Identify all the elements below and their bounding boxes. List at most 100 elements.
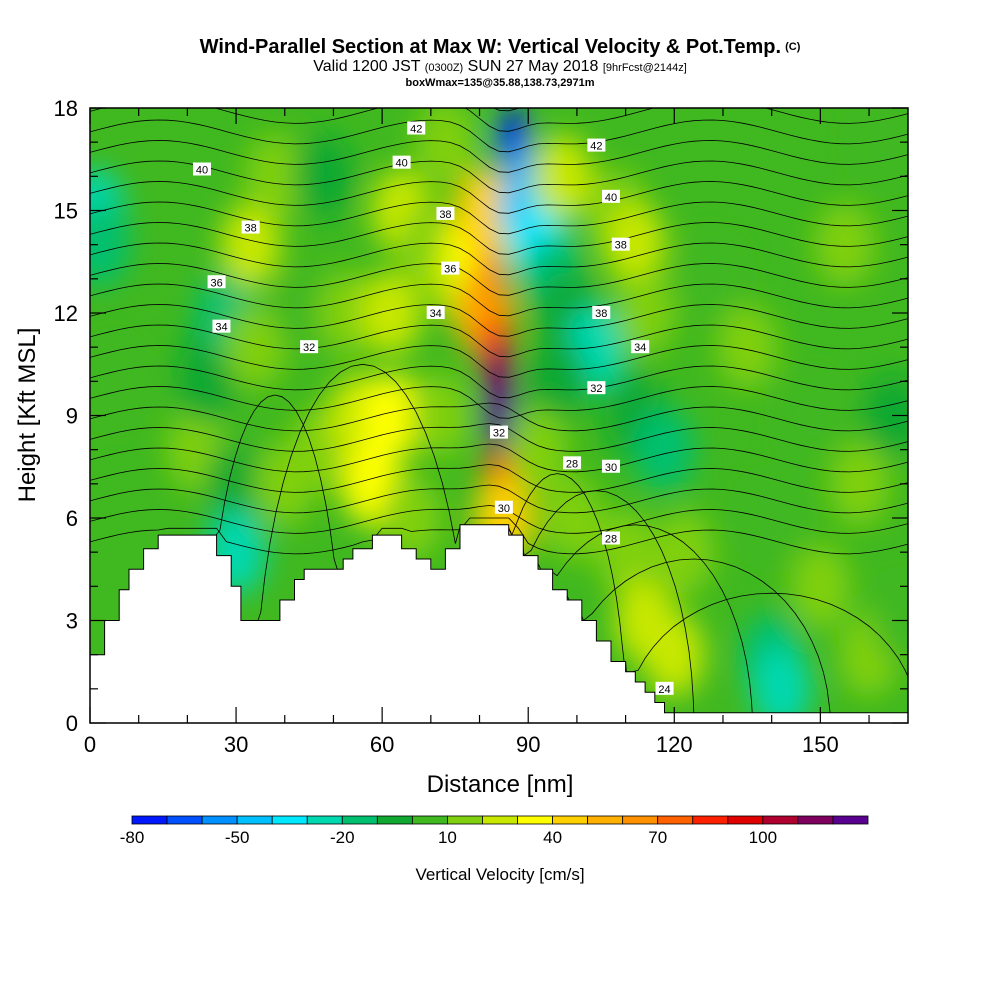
theta-contour-line (90, 517, 908, 555)
colorbar-swatch (832, 815, 869, 825)
theta-contour-line (90, 443, 908, 473)
theta-contour-line (90, 119, 908, 153)
contour-label: 38 (592, 306, 611, 320)
colorbar-swatch (587, 815, 624, 825)
theta-contour-line (90, 402, 908, 432)
w-cell (790, 544, 851, 629)
svg-text:34: 34 (634, 342, 646, 354)
w-cell (683, 236, 744, 321)
colorbar-title: Vertical Velocity [cm/s] (415, 865, 584, 884)
svg-text:30: 30 (605, 462, 617, 474)
contour-label: 34 (212, 319, 231, 334)
w-cell (654, 510, 715, 595)
contour-label: 38 (611, 237, 630, 252)
colorbar-swatch (692, 815, 729, 825)
w-cell (829, 441, 890, 526)
colorbar-swatch (306, 815, 343, 825)
colorbar-tick-label: 10 (438, 828, 457, 847)
x-tick-label: 30 (224, 732, 248, 757)
colorbar-swatch (131, 815, 168, 825)
x-tick-label: 150 (802, 732, 839, 757)
colorbar-swatch (201, 815, 238, 825)
colorbar-swatch (341, 815, 378, 825)
contour-label: 42 (587, 138, 606, 153)
x-axis-title: Distance [nm] (427, 771, 574, 798)
colorbar-swatch (727, 815, 764, 825)
y-tick-label: 12 (54, 301, 78, 326)
colorbar-swatch (762, 815, 799, 825)
w-cell (90, 202, 130, 287)
w-cell (717, 305, 778, 390)
w-cell (873, 578, 908, 663)
colorbar-swatch (657, 815, 694, 825)
svg-text:38: 38 (615, 240, 627, 252)
w-cell (542, 476, 603, 560)
contour-label: 30 (494, 500, 513, 515)
contour-label: 40 (192, 162, 211, 177)
contour-label: 38 (436, 206, 455, 221)
theta-contour-line (90, 464, 908, 493)
w-cell (595, 510, 656, 595)
theta-contour-line (90, 140, 908, 173)
contour-label: 28 (563, 456, 582, 470)
colorbar-swatch (797, 815, 834, 825)
w-cell (863, 373, 908, 458)
y-tick-label: 9 (66, 404, 78, 429)
colorbar-swatch (552, 815, 589, 825)
w-cell (415, 108, 476, 185)
w-cell (644, 612, 705, 697)
contour-label: 42 (407, 121, 426, 136)
svg-text:40: 40 (395, 158, 407, 170)
svg-text:34: 34 (215, 322, 227, 334)
colorbar-swatch (482, 815, 518, 825)
w-cell (473, 244, 506, 313)
colorbar-tick-label: 100 (749, 828, 777, 847)
w-cell (780, 373, 841, 458)
w-cell (274, 271, 335, 355)
w-cell (853, 108, 908, 185)
colorbar-swatch (622, 815, 659, 825)
w-cell (206, 441, 267, 526)
theta-contour-line (90, 160, 908, 194)
theta-contour-line (90, 283, 908, 317)
theta-contour-line (90, 484, 908, 514)
colorbar-swatch (411, 815, 448, 825)
theta-contour-line (90, 222, 908, 255)
svg-text:28: 28 (566, 458, 578, 470)
svg-text:30: 30 (498, 503, 510, 515)
w-cell (454, 168, 515, 253)
colorbar-tick-label: -20 (330, 828, 355, 847)
contour-label: 34 (426, 306, 445, 320)
colorbar-tick-label: 40 (543, 828, 562, 847)
theta-contour-line (90, 365, 908, 399)
chart-subtitle: Valid 1200 JST (0300Z) SUN 27 May 2018 [… (313, 58, 687, 75)
svg-text:36: 36 (444, 264, 456, 276)
w-cell (318, 271, 379, 355)
theta-contour-line (90, 423, 908, 452)
w-cell (245, 134, 306, 219)
colorbar-swatch (271, 815, 308, 825)
colorbar-tick-label: 70 (648, 828, 667, 847)
theta-contours (90, 108, 908, 713)
w-cell (532, 134, 593, 219)
contour-label: 36 (441, 261, 460, 276)
x-tick-label: 60 (370, 732, 394, 757)
contour-label: 40 (601, 189, 620, 204)
y-tick-label: 0 (66, 711, 78, 736)
w-cell (634, 407, 695, 492)
svg-text:42: 42 (590, 141, 602, 153)
x-tick-label: 120 (656, 732, 693, 757)
w-cell (410, 373, 471, 458)
w-cell (361, 271, 422, 355)
theta-contour-line (90, 386, 908, 419)
contour-label: 24 (655, 681, 674, 696)
contour-label: 34 (631, 340, 650, 354)
contour-label: 40 (392, 155, 411, 170)
colorbar-tick-label: -50 (225, 828, 250, 847)
colorbar-swatch (166, 815, 203, 825)
colorbar-swatch (236, 815, 273, 825)
svg-text:32: 32 (493, 428, 505, 440)
svg-text:38: 38 (595, 308, 607, 320)
theta-contour-line (90, 263, 908, 296)
svg-text:40: 40 (196, 165, 208, 177)
